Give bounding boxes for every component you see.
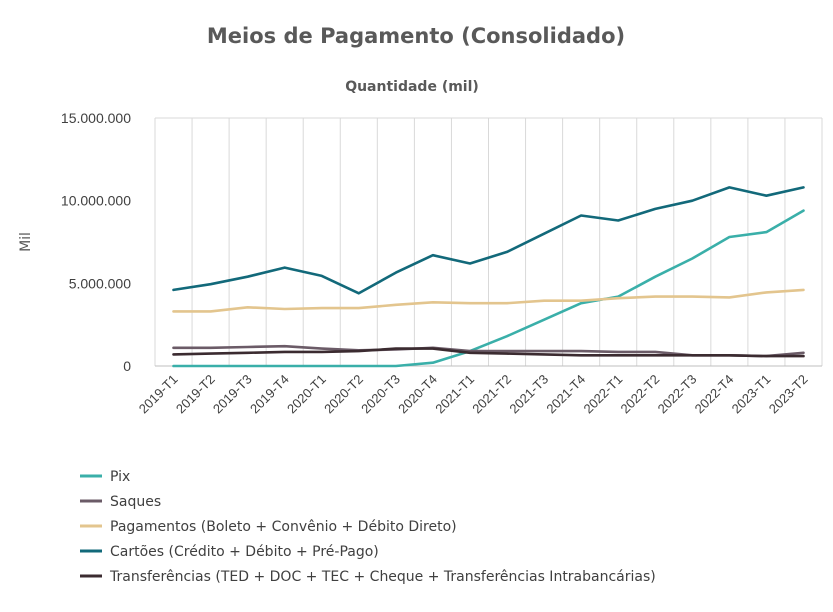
x-tick-label: 2023-T2 [766,372,811,417]
grid [154,118,823,366]
series-lines [172,186,805,368]
x-tick-label: 2021-T2 [469,372,514,417]
x-tick-label: 2021-T4 [543,372,588,417]
x-tick-label: 2019-T3 [210,372,255,417]
x-tick-label: 2022-T2 [618,372,663,417]
x-tick-label: 2022-T3 [655,372,700,417]
legend-label: Pix [110,469,130,485]
x-tick-label: 2019-T4 [247,372,292,417]
x-tick-label: 2020-T4 [395,372,440,417]
legend-label: Saques [110,494,161,510]
legend: Pix Saques Pagamentos (Boleto + Convênio +… [80,469,656,585]
x-tick-label: 2020-T1 [284,372,329,417]
chart-title: Meios de Pagamento (Consolidado) [207,24,625,48]
series-line [172,288,805,313]
x-tick-label: 2022-T4 [692,372,737,417]
legend-entry: Pagamentos (Boleto + Convênio + Débito D… [80,519,457,535]
y-axis-label: Mil [18,232,34,252]
y-tick-label: 15.000.000 [61,110,131,126]
chart-subtitle: Quantidade (mil) [345,79,479,95]
x-tick-label: 2020-T3 [358,372,403,417]
legend-entry: Transferências (TED + DOC + TEC + Cheque… [80,569,656,585]
x-tick-labels: 2019-T12019-T22019-T32019-T42020-T12020-… [136,372,811,417]
legend-label: Pagamentos (Boleto + Convênio + Débito D… [110,519,457,535]
y-tick-label: 10.000.000 [61,193,131,209]
series-line [172,347,805,358]
x-tick-label: 2021-T3 [506,372,551,417]
legend-entry: Pix [80,469,130,485]
y-tick-labels: 0 5.000.000 10.000.000 15.000.000 [61,110,131,374]
series-line [172,209,805,368]
legend-label: Transferências (TED + DOC + TEC + Cheque… [109,569,656,585]
x-tick-label: 2019-T1 [136,372,181,417]
x-tick-label: 2022-T1 [580,372,625,417]
legend-label: Cartões (Crédito + Débito + Pré-Pago) [110,544,379,560]
x-tick-label: 2023-T1 [729,372,774,417]
y-tick-label: 5.000.000 [69,275,131,291]
legend-entry: Saques [80,494,161,510]
legend-entry: Cartões (Crédito + Débito + Pré-Pago) [80,544,379,560]
x-tick-label: 2020-T2 [321,372,366,417]
y-tick-label: 0 [123,358,131,374]
series-line [172,186,805,295]
x-tick-label: 2021-T1 [432,372,477,417]
x-tick-label: 2019-T2 [173,372,218,417]
